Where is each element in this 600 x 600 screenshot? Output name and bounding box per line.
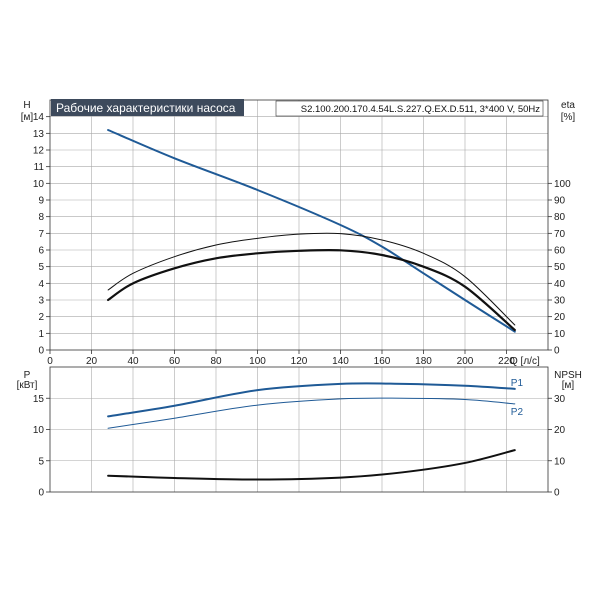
right-tick-label: 20 (554, 312, 566, 323)
right-axis-unit: [%] (561, 112, 576, 123)
right-tick-label: 80 (554, 212, 566, 223)
x-tick-label: 80 (210, 356, 222, 367)
right-tick-label: 20 (554, 425, 566, 436)
power-npsh-chart: 0 5 10 15 0 10 20 30 P[кВт] NPSH[м] P1 P2 (17, 366, 582, 499)
x-tick-label: 20 (86, 356, 98, 367)
left-tick-label: 8 (38, 212, 44, 223)
performance-chart: 0123456789101112131401020304050607080901… (21, 99, 576, 367)
left-axis-label: P (24, 370, 31, 381)
left-tick-label: 2 (38, 312, 44, 323)
series-line-c0-s1 (107, 232, 516, 326)
left-tick-label: 0 (38, 488, 44, 499)
series-label-p2: P2 (511, 407, 524, 418)
right-tick-label: 60 (554, 246, 566, 257)
left-tick-label: 1 (38, 329, 44, 340)
series-line-p1 (107, 382, 516, 418)
left-tick-label: 4 (38, 279, 44, 290)
right-tick-label: 50 (554, 262, 566, 273)
right-axis-label: eta (561, 100, 575, 111)
x-axis-label: Q [л/с] (510, 356, 540, 367)
right-tick-label: 40 (554, 279, 566, 290)
series-line-c1-s2 (107, 449, 516, 481)
chart-title: Рабочие характеристики насоса (56, 101, 236, 115)
left-tick-label: 5 (38, 456, 44, 467)
x-tick-label: 200 (457, 356, 474, 367)
left-tick-label: 14 (33, 112, 45, 123)
right-axis-label: NPSH (554, 370, 582, 381)
title-banner (51, 99, 244, 116)
left-tick-label: 5 (38, 262, 44, 273)
left-axis-unit: [м] (21, 112, 34, 123)
left-tick-label: 7 (38, 229, 44, 240)
x-tick-label: 140 (332, 356, 349, 367)
left-tick-label: 11 (34, 162, 45, 173)
x-tick-label: 180 (415, 356, 432, 367)
x-tick-label: 0 (47, 356, 53, 367)
right-tick-label: 30 (554, 296, 566, 307)
right-tick-label: 90 (554, 196, 566, 207)
left-tick-label: 3 (38, 296, 44, 307)
right-tick-label: 0 (554, 346, 560, 357)
left-tick-label: 12 (33, 146, 45, 157)
x-tick-label: 160 (374, 356, 391, 367)
left-axis-label: H (23, 100, 30, 111)
left-tick-label: 9 (38, 196, 44, 207)
left-tick-label: 6 (38, 246, 44, 257)
right-tick-label: 100 (554, 179, 571, 190)
right-tick-label: 10 (554, 329, 566, 340)
series-line-c0-s2 (107, 248, 516, 332)
model-label: S2.100.200.170.4.54L.S.227.Q.EX.D.511, 3… (301, 104, 541, 115)
left-tick-label: 0 (38, 346, 44, 357)
model-box (275, 100, 544, 117)
left-tick-label: 13 (33, 129, 45, 140)
left-tick-label: 15 (33, 394, 45, 405)
left-axis-unit: [кВт] (17, 380, 38, 391)
right-axis-unit: [м] (562, 380, 575, 391)
x-tick-label: 60 (169, 356, 181, 367)
x-tick-label: 120 (291, 356, 308, 367)
right-tick-label: 10 (554, 456, 566, 467)
x-tick-label: 100 (249, 356, 266, 367)
series-line-c0-s0 (107, 129, 516, 333)
x-tick-label: 220 (498, 356, 515, 367)
grid (50, 367, 548, 492)
right-tick-label: 0 (554, 488, 560, 499)
x-tick-label: 40 (127, 356, 139, 367)
left-tick-label: 10 (33, 425, 45, 436)
left-tick-label: 10 (33, 179, 45, 190)
series-label-p1: P1 (511, 378, 524, 389)
series-line-p2 (107, 397, 516, 429)
right-tick-label: 30 (554, 394, 566, 405)
right-tick-label: 70 (554, 229, 566, 240)
